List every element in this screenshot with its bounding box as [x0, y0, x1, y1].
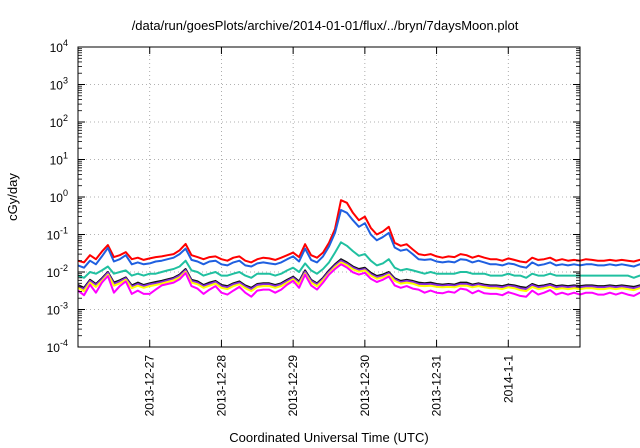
y-tick-label: 10-4 [47, 338, 68, 355]
y-tick-label: 100 [50, 188, 68, 205]
x-tick-label: 2013-12-30 [358, 355, 372, 417]
series-line [77, 263, 640, 298]
series-line [77, 259, 640, 291]
y-tick-label: 10-1 [47, 226, 68, 243]
x-tick-label: 2014-1-1 [501, 355, 515, 403]
series-line [77, 209, 640, 269]
y-tick-label: 10-3 [47, 301, 68, 318]
series-line [77, 241, 640, 279]
series-line [77, 199, 640, 264]
y-tick-label: 102 [50, 113, 68, 130]
y-axis-label: cGy/day [5, 173, 20, 221]
x-tick-label: 2013-12-31 [430, 355, 444, 417]
tick-layer: 104 103 102 101 100 10-1 10-2 10-3 10-4 2013-12-2… [47, 38, 580, 416]
plot-frame [77, 46, 581, 348]
x-tick-label: 2013-12-29 [286, 355, 300, 417]
y-tick-label: 101 [50, 151, 68, 168]
x-axis-label: Coordinated Universal Time (UTC) [229, 430, 428, 445]
series-line [77, 261, 640, 293]
x-tick-label: 2013-12-27 [143, 355, 157, 417]
y-tick-label: 104 [50, 38, 68, 55]
grid-layer [78, 47, 580, 347]
y-tick-label: 103 [50, 76, 68, 93]
x-tick-label: 2013-12-28 [214, 355, 228, 417]
chart-title: /data/run/goesPlots/archive/2014-01-01/f… [132, 18, 519, 33]
y-tick-label: 10-2 [47, 263, 68, 280]
series-layer [77, 199, 640, 298]
